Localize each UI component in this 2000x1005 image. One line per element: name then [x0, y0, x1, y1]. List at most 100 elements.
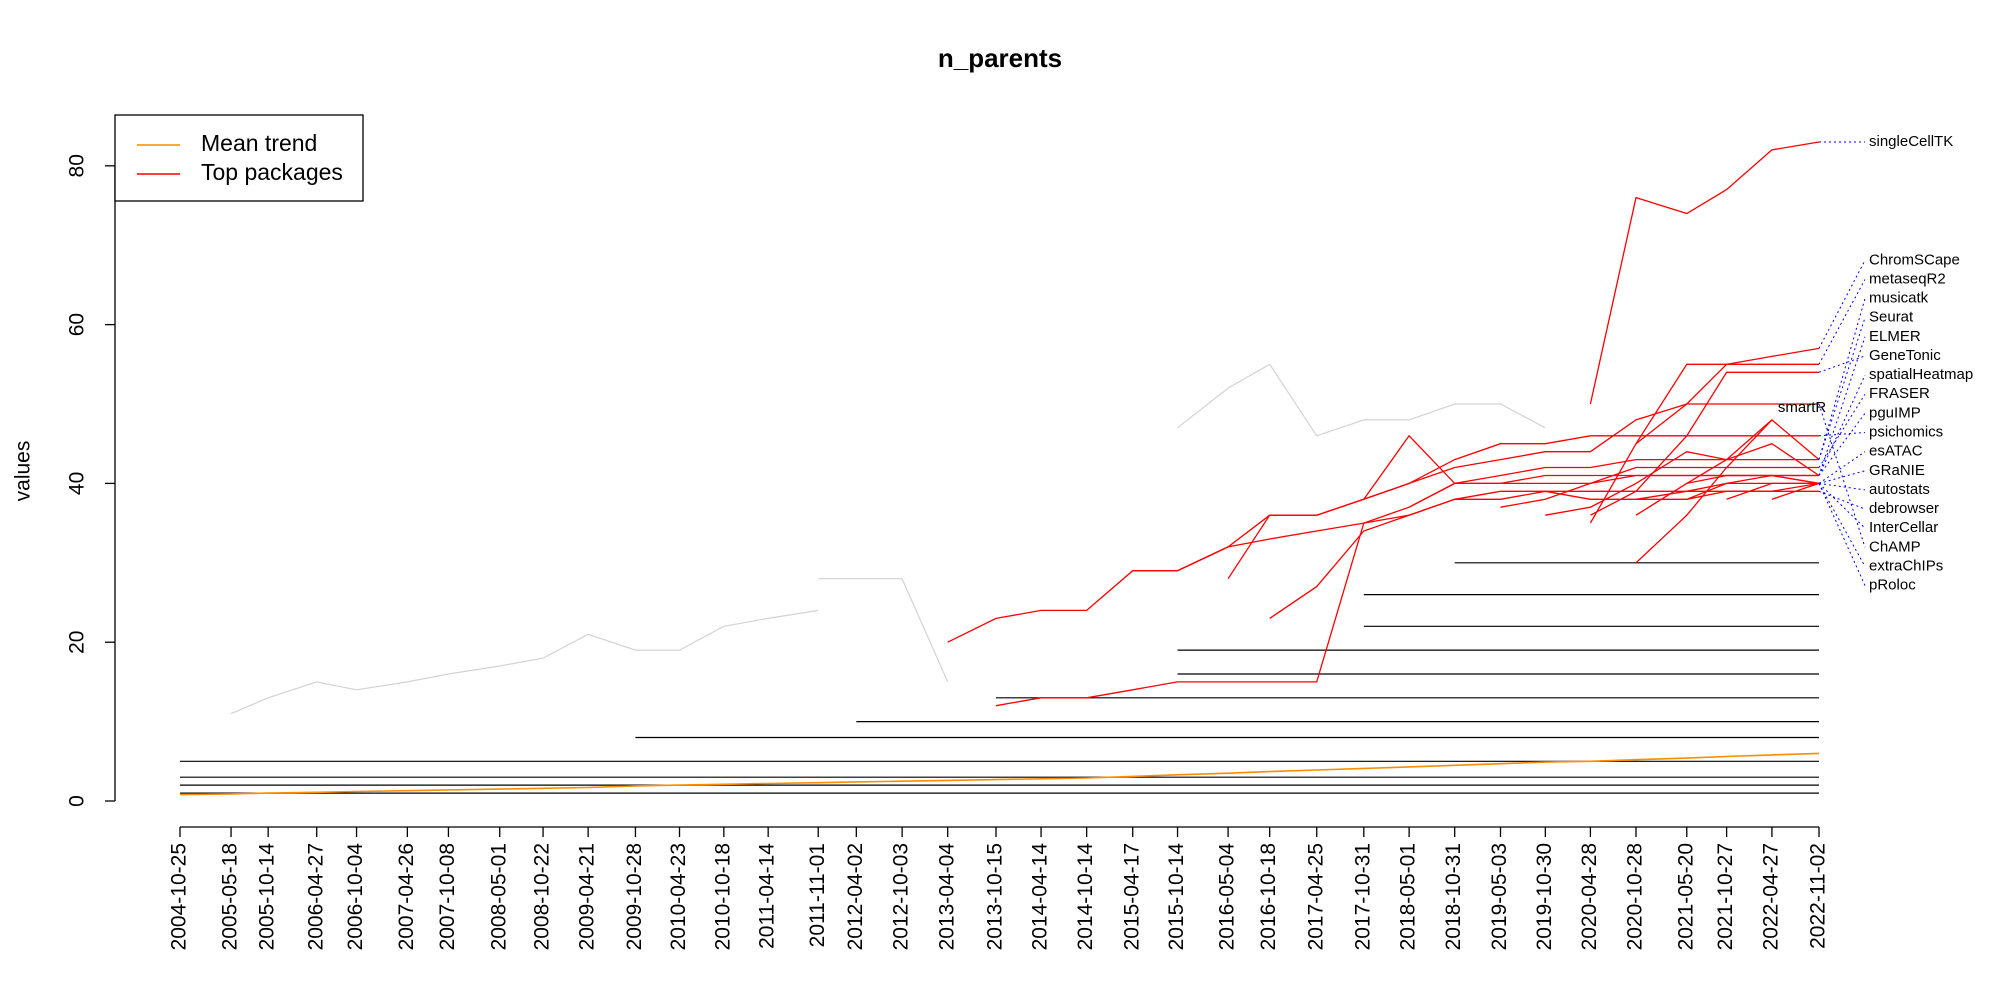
x-tick-label: 2013-04-04 — [935, 843, 958, 951]
x-tick-label: 2017-10-31 — [1351, 843, 1374, 950]
label-connector — [1818, 374, 1866, 476]
legend-box — [114, 114, 364, 202]
top-package-line — [1635, 347, 1820, 445]
package-label: musicatk — [1869, 290, 1929, 307]
x-tick-label: 2017-04-25 — [1304, 843, 1327, 950]
package-label: metaseqR2 — [1869, 270, 1946, 287]
label-connector — [1818, 483, 1866, 586]
y-tick-label: 40 — [66, 472, 89, 495]
x-tick-label: 2009-10-28 — [623, 843, 646, 950]
x-tick-label: 2019-10-30 — [1533, 843, 1556, 950]
package-label: spatialHeatmap — [1869, 366, 1973, 383]
y-tick-label: 60 — [66, 313, 89, 336]
background-line — [230, 609, 819, 715]
label-connector — [1818, 483, 1866, 529]
package-label: InterCellar — [1869, 519, 1938, 536]
x-tick-label: 2005-10-14 — [256, 843, 279, 951]
x-tick-label: 2011-04-14 — [756, 843, 779, 949]
x-tick-label: 2010-04-23 — [667, 843, 690, 950]
x-tick-label: 2018-10-31 — [1442, 843, 1465, 950]
x-tick-label: 2014-04-14 — [1029, 843, 1052, 951]
x-tick-label: 2007-04-26 — [395, 843, 418, 950]
top-package-line — [1545, 442, 1820, 516]
x-tick-label: 2012-10-03 — [890, 843, 913, 950]
legend-label: Top packages — [201, 159, 343, 185]
label-connector — [1818, 451, 1866, 484]
x-tick-label: 2006-10-04 — [344, 843, 367, 951]
x-tick-label: 2021-05-20 — [1674, 843, 1697, 950]
package-label: pRoloc — [1869, 577, 1916, 594]
x-tick-label: 2019-05-03 — [1488, 843, 1511, 950]
x-tick-label: 2022-04-27 — [1759, 843, 1782, 950]
label-connector — [1818, 260, 1866, 349]
x-tick-label: 2020-04-28 — [1578, 843, 1601, 950]
package-label: FRASER — [1869, 385, 1930, 402]
x-tick-label: 2004-10-25 — [168, 843, 191, 950]
background-line — [818, 578, 949, 683]
x-tick-label: 2016-05-04 — [1216, 843, 1239, 951]
x-tick-label: 2022-11-02 — [1807, 843, 1830, 949]
mean-trend-line — [179, 752, 1820, 796]
x-tick-label: 2020-10-28 — [1624, 843, 1647, 950]
x-tick-label: 2016-10-18 — [1257, 843, 1280, 950]
x-tick-label: 2006-04-27 — [304, 843, 327, 950]
x-tick-label: 2018-05-01 — [1397, 843, 1420, 950]
package-label: smartR — [1778, 399, 1827, 416]
x-tick-label: 2007-10-08 — [436, 843, 459, 950]
top-package-line — [995, 482, 1820, 707]
top-package-line — [1269, 490, 1819, 619]
top-package-line — [1227, 435, 1819, 580]
package-label: extraChIPs — [1869, 557, 1943, 574]
package-label: ChromSCape — [1869, 251, 1960, 268]
package-label: ChAMP — [1869, 538, 1921, 555]
background-line — [1177, 363, 1546, 437]
x-tick-label: 2012-04-02 — [844, 843, 867, 950]
x-tick-label: 2015-10-14 — [1165, 843, 1188, 951]
package-label: GRaNIE — [1869, 462, 1925, 479]
top-package-line — [1686, 474, 1820, 485]
label-connector — [1818, 483, 1866, 567]
label-connector — [1818, 317, 1866, 460]
top-package-line — [1771, 482, 1820, 500]
top-package-line — [947, 403, 1819, 643]
x-tick-label: 2014-10-14 — [1074, 843, 1097, 951]
package-label: ELMER — [1869, 328, 1921, 345]
legend-label: Mean trend — [201, 130, 317, 156]
x-tick-label: 2021-10-27 — [1714, 843, 1737, 950]
label-connector — [1818, 413, 1866, 476]
package-label: GeneTonic — [1869, 347, 1941, 364]
label-connector — [1818, 482, 1866, 491]
x-tick-label: 2013-10-15 — [984, 843, 1007, 950]
label-connector — [1818, 490, 1866, 510]
package-label: pguIMP — [1869, 404, 1921, 421]
label-connector — [1818, 279, 1866, 365]
label-connector — [1818, 403, 1866, 548]
y-tick-label: 80 — [66, 154, 89, 177]
package-label: singleCellTK — [1869, 133, 1953, 150]
x-tick-label: 2008-05-01 — [487, 843, 510, 950]
x-tick-label: 2015-04-17 — [1120, 843, 1143, 950]
y-tick-label: 0 — [66, 795, 89, 807]
y-axis-label: values — [12, 441, 35, 502]
legend: Mean trend Top packages — [114, 114, 364, 202]
chart-title: n_parents — [938, 43, 1062, 73]
x-tick-label: 2005-05-18 — [219, 843, 242, 950]
package-label: esATAC — [1869, 443, 1923, 460]
top-package-line — [1500, 466, 1819, 508]
top-package-line — [1589, 141, 1820, 405]
package-label: psichomics — [1869, 423, 1943, 440]
top-package-line — [1635, 482, 1819, 500]
package-label: autostats — [1869, 481, 1930, 498]
top-package-line — [1589, 363, 1819, 524]
x-tick-label: 2009-04-21 — [576, 843, 599, 950]
x-tick-label: 2010-10-18 — [711, 843, 734, 950]
x-tick-label: 2011-11-01 — [806, 843, 829, 947]
package-label: debrowser — [1869, 500, 1939, 517]
label-connector — [1818, 355, 1866, 373]
top-package-line — [1408, 458, 1819, 508]
label-connector — [1818, 336, 1866, 476]
y-tick-label: 20 — [66, 631, 89, 654]
package-label: Seurat — [1869, 309, 1914, 326]
